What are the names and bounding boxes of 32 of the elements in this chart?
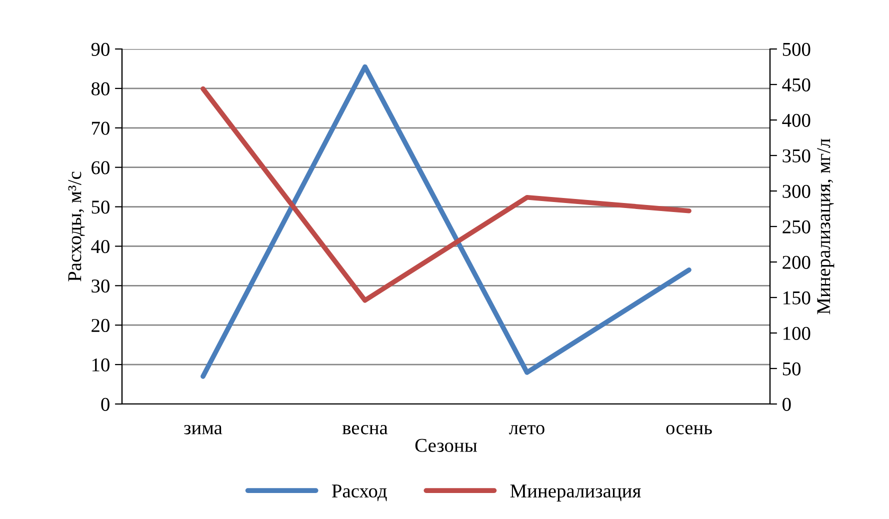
- y-tick-label: 10: [92, 358, 110, 372]
- x-tick-label: весна: [342, 424, 388, 434]
- y2-tick-label: 100: [784, 326, 810, 340]
- y-tick-label: 30: [92, 279, 110, 293]
- x-tick-label: осень: [666, 424, 712, 434]
- y2-tick-label: 250: [782, 220, 810, 234]
- y2-tick-label: 50: [782, 362, 801, 376]
- y2-tick-label: 500: [782, 42, 810, 56]
- y2-tick-label: 0: [782, 398, 791, 411]
- x-tick-label: зима: [184, 424, 222, 434]
- y2-tick-label: 450: [782, 78, 810, 92]
- x-axis-title: Сезоны: [415, 438, 477, 452]
- y-tick-label: 80: [91, 82, 110, 96]
- y-tick-label: 40: [91, 240, 110, 254]
- y2-tick-label: 400: [782, 114, 810, 127]
- y-tick-label: 70: [92, 122, 110, 135]
- line-series: [200, 86, 692, 303]
- y2-tick-label: 200: [782, 256, 810, 269]
- y-tick-label: 50: [92, 200, 110, 214]
- y-tick-label: 60: [92, 161, 110, 174]
- y-axis-title: Расходы, м³/с: [68, 172, 85, 282]
- y2-tick-label: 350: [782, 149, 810, 162]
- y2-axis-title: Минерализация, мг/л: [817, 138, 834, 314]
- legend-label: Минерализация: [510, 484, 641, 502]
- y-tick-label: 90: [91, 42, 110, 56]
- y-tick-label: 20: [92, 318, 110, 332]
- y2-tick-label: 150: [784, 291, 810, 304]
- legend-label: Расход: [332, 484, 387, 502]
- y-tick-label: 0: [101, 398, 110, 411]
- y2-tick-label: 300: [782, 184, 810, 198]
- line-series: [200, 64, 692, 379]
- x-tick-label: лето: [509, 424, 544, 434]
